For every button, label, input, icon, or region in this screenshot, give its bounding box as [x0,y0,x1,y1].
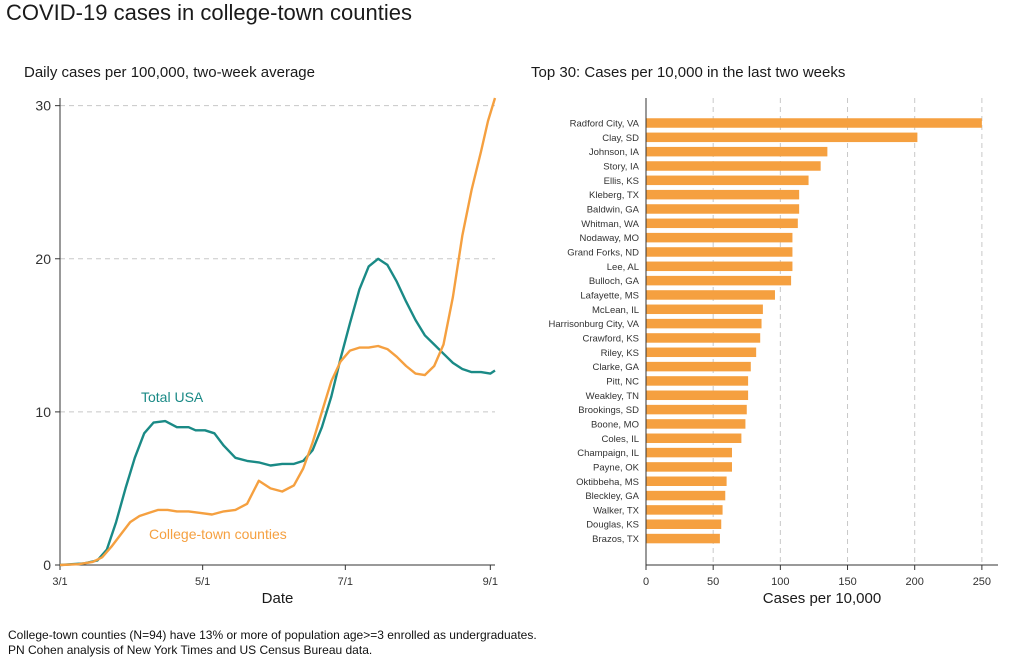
x-tick-label: 0 [643,576,649,588]
y-tick-label: 10 [35,404,51,420]
series-label-college-town-counties: College-town counties [149,526,287,542]
x-tick-label: 50 [707,576,719,588]
bar [646,218,798,229]
bar-category-label: Kleberg, TX [589,190,640,201]
bar [646,132,918,143]
bar-category-label: Lee, AL [607,262,639,273]
bar [646,204,800,214]
bar-category-label: Bulloch, GA [589,276,640,287]
bar [646,433,742,444]
bar-category-label: Walker, TX [593,505,640,516]
bar-category-label: Riley, KS [601,348,639,359]
y-tick-label: 0 [43,557,51,573]
bar-category-label: Champaign, IL [577,448,639,459]
bar [646,347,757,358]
x-axis-label: Date [262,590,294,607]
bar [646,189,800,200]
bar [646,290,775,300]
bar-category-label: Oktibbeha, MS [576,477,639,488]
bar-category-label: Johnson, IA [589,147,640,158]
x-tick-label: 150 [838,576,856,588]
bar [646,476,727,486]
bar-category-label: Clay, SD [602,133,639,144]
bar [646,161,821,171]
bar [646,175,809,186]
series-line-total-usa [59,257,496,567]
bar-chart: Radford City, VA Clay, SD Johnson, IA Story… [549,98,998,607]
bar-category-label: Whitman, WA [581,219,639,230]
footnote-source: PN Cohen analysis of New York Times and … [8,643,373,657]
bar [646,318,762,329]
y-tick-label: 30 [35,98,51,114]
bar-chart-title: Top 30: Cases per 10,000 in the last two… [531,64,846,81]
bar-category-label: Weakley, TN [586,391,639,402]
x-tick-label: 250 [973,576,991,588]
bar-category-label: Grand Forks, ND [567,247,639,258]
bar-category-label: Coles, IL [602,434,640,445]
x-tick-label: 100 [771,576,789,588]
bar [646,146,828,157]
bar-category-label: Douglas, KS [586,520,639,531]
bar-category-label: Crawford, KS [583,333,640,344]
x-axis-label: Cases per 10,000 [763,590,881,607]
line-chart-title: Daily cases per 100,000, two-week averag… [24,64,315,81]
series-label-total-usa: Total USA [141,389,204,405]
bar [646,533,720,544]
bar-category-label: Boone, MO [591,419,639,430]
bar [646,462,732,472]
x-tick-label: 5/1 [195,576,210,588]
bar [646,390,749,401]
bar-category-label: Ellis, KS [604,176,639,187]
bar [646,247,793,257]
bar-category-label: Brazos, TX [592,534,639,545]
x-tick-label: 9/1 [483,576,498,588]
x-tick-label: 3/1 [52,576,67,588]
bar-category-label: Baldwin, GA [587,204,640,215]
bar [646,333,761,343]
bar-category-label: Clarke, GA [593,362,640,373]
bar [646,304,763,315]
bar-category-label: McLean, IL [592,305,639,316]
bar [646,232,793,243]
bar-category-label: Story, IA [603,161,639,172]
bar-category-label: Pitt, NC [606,376,639,387]
bar [646,519,722,529]
bar-category-label: Bleckley, GA [585,491,639,502]
bar-category-label: Radford City, VA [570,119,640,130]
x-tick-label: 7/1 [338,576,353,588]
bar-category-label: Harrisonburg City, VA [549,319,640,330]
series-line-college-town-counties [59,97,497,567]
bar-category-label: Lafayette, MS [580,290,639,301]
bar-category-label: Payne, OK [593,462,640,473]
bar-category-label: Nodaway, MO [580,233,639,244]
footnote-definition: College-town counties (N=94) have 13% or… [8,628,537,642]
x-tick-label: 200 [906,576,924,588]
bar [646,404,747,415]
bar [646,419,746,429]
line-chart: 0 10 20 30 3/1 5/1 7/1 9/1 Date Total USA College-… [35,97,498,607]
bar [646,275,792,286]
y-tick-label: 20 [35,251,51,267]
bar [646,261,793,272]
main-title: COVID-19 cases in college-town counties [6,0,412,25]
bar [646,505,723,515]
bar [646,447,732,458]
bar-category-label: Brookings, SD [578,405,639,416]
bar [646,118,982,128]
bar [646,490,726,501]
bar [646,361,751,372]
bar [646,376,749,386]
